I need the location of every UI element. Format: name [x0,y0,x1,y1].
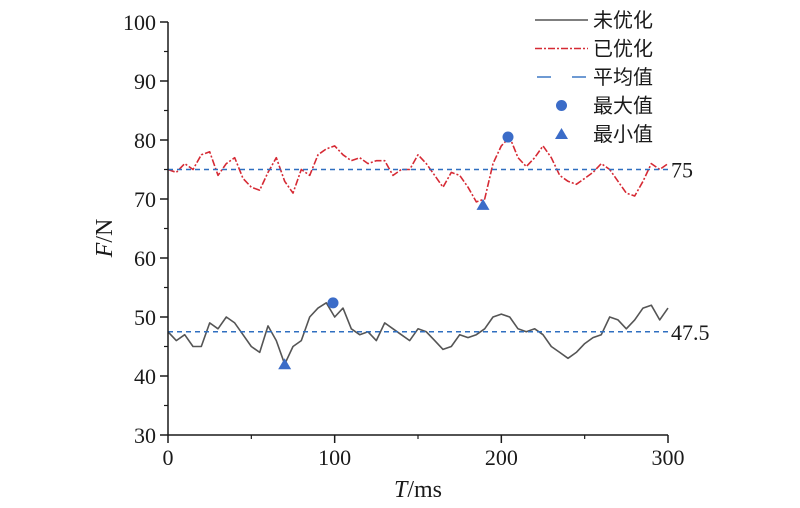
legend-label: 最小值 [593,122,653,146]
x-tick-label: 300 [652,445,685,470]
mean-value-label: 75 [671,158,693,183]
y-axis-title-var: F [92,242,118,258]
x-axis-title: T/ms [394,477,442,503]
legend-label: 已优化 [593,37,653,61]
extrema-markers [278,131,514,370]
x-tick-label: 0 [163,445,174,470]
series-line-optimized [167,136,669,203]
max-point-marker [502,131,514,143]
mean-lines: 75 47.5 [168,158,710,345]
legend-label: 最大值 [593,94,653,118]
legend-symbol-min [555,128,568,139]
min-point-marker [476,198,490,210]
legend-label: 平均值 [593,65,653,89]
x-tick-label: 100 [318,445,351,470]
legend-symbol-max [556,100,567,111]
x-axis-title-var: T [394,477,409,503]
max-point-marker [327,297,339,309]
y-tick-label: 70 [134,187,156,212]
y-tick-label: 30 [134,423,156,448]
series-line-unoptimized [167,301,669,366]
y-tick-label: 80 [134,128,156,153]
x-axis-title-unit: /ms [407,477,442,503]
plot-series [167,136,669,366]
y-axis-title: F/N [92,219,118,259]
y-axis-title-unit: /N [92,219,118,243]
min-point-marker [278,358,292,370]
axis-ticks: 30 40 50 60 70 80 90 100 0 100 200 300 [123,10,685,470]
y-tick-label: 40 [134,364,156,389]
mean-value-label: 47.5 [671,320,710,345]
x-tick-label: 200 [485,445,518,470]
y-tick-label: 90 [134,69,156,94]
y-tick-label: 50 [134,305,156,330]
y-tick-label: 60 [134,246,156,271]
y-tick-label: 100 [123,10,156,35]
legend-label: 未优化 [593,8,653,32]
